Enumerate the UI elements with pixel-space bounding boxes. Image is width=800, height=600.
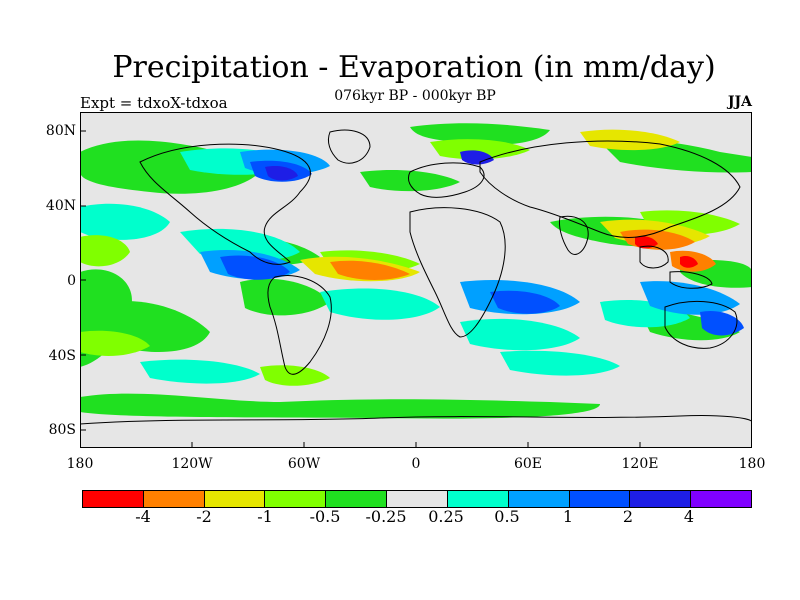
lon-tick-label: 120W — [171, 456, 213, 472]
colorbar-swatch — [691, 491, 751, 507]
colorbar-label: -4 — [135, 507, 151, 526]
experiment-label: Expt = tdxoX-tdxoa — [80, 94, 228, 112]
season-label: JJA — [727, 94, 752, 110]
colorbar-swatch — [447, 491, 509, 507]
colorbar-label: 4 — [683, 507, 695, 526]
colorbar-label: -0.5 — [309, 507, 341, 526]
lon-tick-label: 60E — [513, 456, 543, 472]
figure-subtitle: 076kyr BP - 000kyr BP — [334, 88, 496, 104]
field-dry-patches — [300, 129, 716, 282]
axis-ticks — [80, 130, 641, 448]
colorbar-swatch — [387, 491, 448, 507]
coastlines — [80, 129, 752, 425]
colorbar-label: 2 — [622, 507, 634, 526]
world-map — [80, 112, 752, 448]
colorbar-swatch — [83, 491, 144, 507]
map-panel — [80, 112, 752, 448]
colorbar-label: 0.25 — [428, 507, 464, 526]
colorbar-swatch — [569, 491, 631, 507]
colorbar — [82, 490, 752, 508]
colorbar-label: 0.5 — [494, 507, 520, 526]
lon-tick-label: 180 — [66, 456, 94, 472]
lat-tick-label: 40S — [48, 348, 76, 364]
colorbar-label: -0.25 — [365, 507, 407, 526]
colorbar-swatch — [630, 491, 692, 507]
figure-title: Precipitation - Evaporation (in mm/day) — [112, 50, 716, 85]
lon-tick-label: 120E — [621, 456, 659, 472]
lat-tick-label: 80N — [45, 123, 76, 139]
lon-tick-label: 0 — [411, 456, 421, 472]
lat-tick-label: 0 — [67, 273, 76, 289]
lat-tick-label: 40N — [45, 198, 76, 214]
lon-tick-label: 60W — [287, 456, 321, 472]
lon-tick-label: 180 — [738, 456, 766, 472]
colorbar-label: 1 — [562, 507, 574, 526]
colorbar-label: -1 — [257, 507, 273, 526]
colorbar-swatch — [326, 491, 388, 507]
colorbar-swatch — [143, 491, 205, 507]
colorbar-swatch — [204, 491, 266, 507]
colorbar-label: -2 — [196, 507, 212, 526]
lat-tick-label: 80S — [48, 422, 76, 438]
field-wet-patches — [200, 149, 744, 336]
colorbar-swatch — [508, 491, 570, 507]
colorbar-swatch — [265, 491, 327, 507]
